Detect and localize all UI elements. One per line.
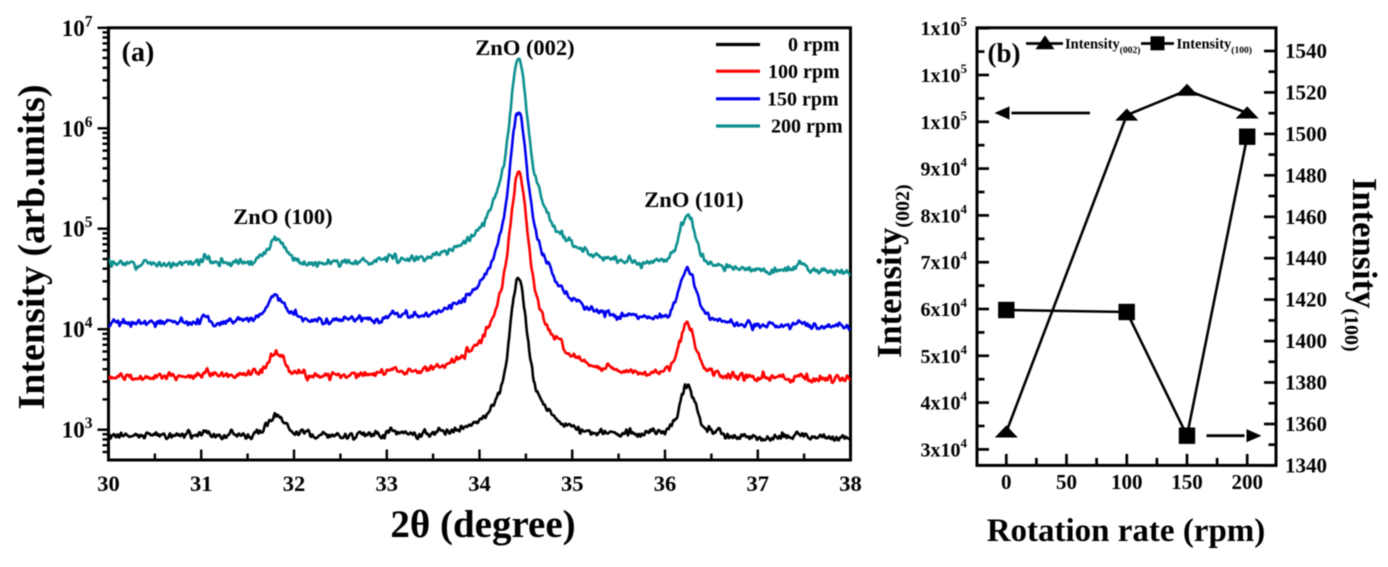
svg-text:1380: 1380 [1285,371,1327,395]
svg-text:33: 33 [376,471,399,496]
svg-text:ZnO (002): ZnO (002) [475,35,574,60]
svg-text:4x104: 4x104 [921,389,968,415]
svg-text:150 rpm: 150 rpm [767,89,839,111]
svg-text:1540: 1540 [1285,39,1327,63]
svg-text:1x105: 1x105 [921,108,968,134]
svg-text:38: 38 [839,471,862,496]
svg-text:8x104: 8x104 [921,201,968,227]
svg-text:200: 200 [1231,470,1263,494]
svg-text:100 rpm: 100 rpm [768,61,840,83]
svg-text:36: 36 [654,471,677,496]
svg-text:30: 30 [97,471,120,496]
svg-text:150: 150 [1171,470,1203,494]
svg-text:200 rpm: 200 rpm [771,116,843,138]
svg-text:6x104: 6x104 [921,295,968,321]
svg-text:(b): (b) [988,38,1021,68]
svg-text:(a): (a) [122,37,155,68]
svg-text:1520: 1520 [1285,80,1327,104]
svg-text:2θ (degree): 2θ (degree) [390,503,575,546]
svg-text:1500: 1500 [1285,122,1327,146]
svg-text:9x104: 9x104 [921,155,968,181]
svg-text:37: 37 [747,471,770,496]
svg-text:0: 0 [1001,470,1012,494]
svg-text:31: 31 [190,471,213,496]
svg-text:35: 35 [561,471,584,496]
svg-text:0 rpm: 0 rpm [788,34,840,56]
svg-text:34: 34 [468,471,491,496]
svg-text:3x104: 3x104 [921,435,968,461]
svg-text:1440: 1440 [1285,246,1327,270]
svg-text:1360: 1360 [1285,412,1327,436]
svg-text:1400: 1400 [1285,329,1327,353]
svg-text:50: 50 [1056,470,1077,494]
svg-text:1x105: 1x105 [921,61,968,87]
svg-text:1480: 1480 [1285,163,1327,187]
svg-text:Rotation rate (rpm): Rotation rate (rpm) [987,513,1266,549]
svg-text:1460: 1460 [1285,205,1327,229]
svg-text:32: 32 [283,471,306,496]
svg-text:Intensity(002): Intensity(002) [871,184,914,358]
svg-text:1420: 1420 [1285,288,1327,312]
svg-text:ZnO (100): ZnO (100) [233,204,332,229]
svg-text:ZnO (101): ZnO (101) [644,187,743,212]
svg-text:1340: 1340 [1285,453,1327,477]
svg-text:100: 100 [1111,470,1143,494]
svg-text:1x105: 1x105 [921,14,968,40]
svg-text:Intensity (arb.units): Intensity (arb.units) [11,84,53,409]
svg-text:7x104: 7x104 [921,248,968,274]
svg-text:5x104: 5x104 [921,342,968,368]
